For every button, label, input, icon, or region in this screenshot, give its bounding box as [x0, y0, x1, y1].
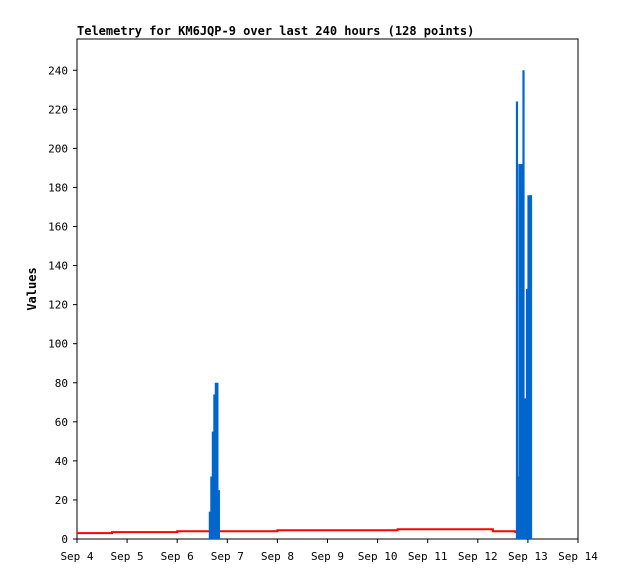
- x-tick-label: Sep 7: [211, 550, 244, 563]
- series-layer: [77, 70, 533, 539]
- x-tick-label: Sep 12: [458, 550, 498, 563]
- y-tick-label: 160: [48, 221, 68, 234]
- series-bar: [210, 476, 213, 539]
- series-bar: [216, 382, 219, 539]
- series-bar: [527, 195, 530, 539]
- y-tick-label: 20: [55, 494, 68, 507]
- x-tick-label: Sep 14: [558, 550, 598, 563]
- series-line-0: [77, 528, 517, 535]
- y-tick-label: 40: [55, 455, 68, 468]
- series-bar: [515, 101, 519, 539]
- y-tick-label: 180: [48, 181, 68, 194]
- series-bar: [214, 382, 217, 539]
- x-axis: Sep 4 Sep 5 Sep 6 Sep 7 Sep 8 Sep 9 Sep 10 Sep …: [60, 539, 598, 563]
- y-axis-label: Values: [25, 267, 39, 310]
- y-tick-label: 80: [55, 377, 68, 390]
- x-tick-label: Sep 4: [60, 550, 93, 563]
- series-bar: [519, 164, 523, 539]
- series-bar: [518, 164, 521, 539]
- y-axis: 0 20 40 60 80 100 120 140 160 180 200 220 240: [48, 64, 77, 546]
- y-tick-label: 200: [48, 142, 68, 155]
- x-tick-label: Sep 9: [311, 550, 344, 563]
- chart-title: Telemetry for KM6JQP-9 over last 240 hou…: [77, 24, 474, 38]
- series-bar: [516, 476, 520, 539]
- x-tick-label: Sep 11: [408, 550, 448, 563]
- plot-frame: [76, 38, 579, 540]
- series-bar: [217, 490, 220, 539]
- x-tick-label: Sep 5: [111, 550, 144, 563]
- x-tick-label: Sep 8: [261, 550, 294, 563]
- x-tick-label: Sep 6: [161, 550, 194, 563]
- series-bar: [522, 70, 525, 539]
- y-tick-label: 240: [48, 64, 68, 77]
- x-tick-label: Sep 13: [508, 550, 548, 563]
- y-tick-label: 100: [48, 338, 68, 351]
- y-tick-label: 60: [55, 416, 68, 429]
- series-bar: [525, 289, 529, 539]
- series-bar: [211, 431, 214, 539]
- y-tick-label: 220: [48, 103, 68, 116]
- series-bar: [213, 394, 216, 539]
- series-bar: [208, 511, 211, 539]
- series-bar: [529, 195, 533, 539]
- y-tick-label: 0: [61, 533, 68, 546]
- x-tick-label: Sep 10: [358, 550, 398, 563]
- y-tick-label: 140: [48, 260, 68, 273]
- y-tick-label: 120: [48, 299, 68, 312]
